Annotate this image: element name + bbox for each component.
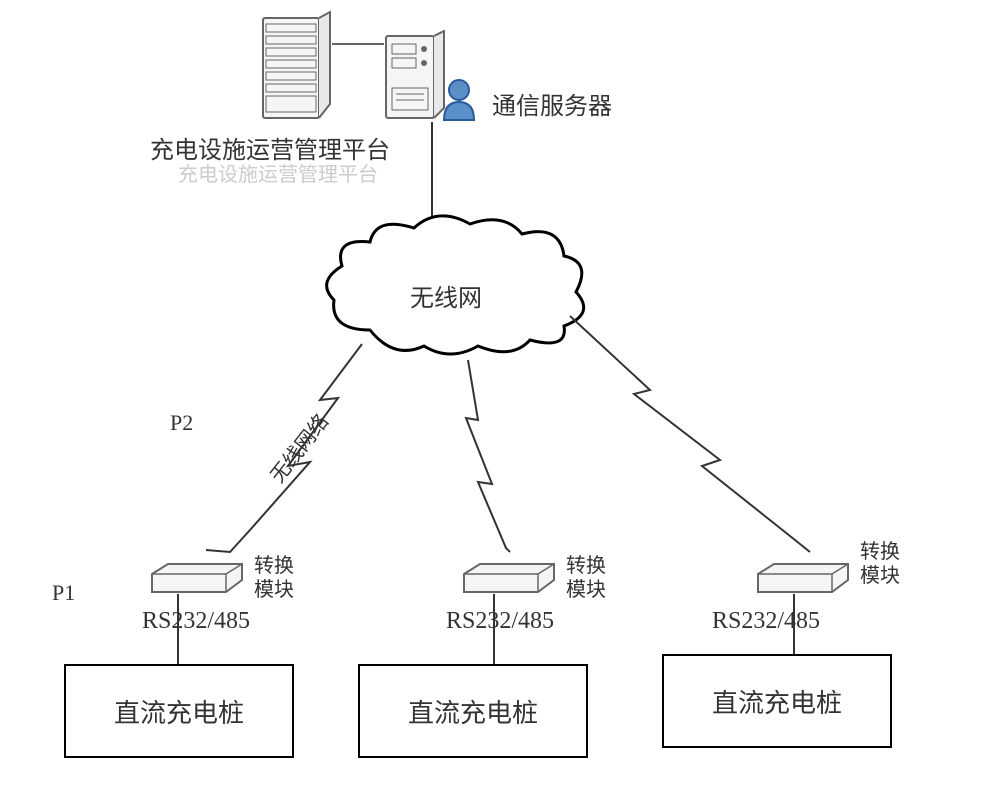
charging-pile-label: 直流充电桩 <box>408 693 538 730</box>
module-label-2: 转换模块 <box>566 554 614 602</box>
charging-pile-box: 直流充电桩 <box>64 664 294 758</box>
p2-label: P2 <box>170 410 193 436</box>
proto-label-1: RS232/485 <box>142 608 250 635</box>
p1-label: P1 <box>52 580 75 606</box>
charging-pile-box: 直流充电桩 <box>358 664 588 758</box>
charging-pile-box: 直流充电桩 <box>662 654 892 748</box>
proto-label-2: RS232/485 <box>446 608 554 635</box>
converter-module-icon <box>756 560 850 594</box>
charging-pile-label: 直流充电桩 <box>114 693 244 730</box>
charging-pile-label: 直流充电桩 <box>712 683 842 720</box>
module-label-1: 转换模块 <box>254 554 302 602</box>
converter-module-icon <box>462 560 556 594</box>
module-label-3: 转换模块 <box>860 540 908 588</box>
converter-module-icon <box>150 560 244 594</box>
proto-label-3: RS232/485 <box>712 608 820 635</box>
